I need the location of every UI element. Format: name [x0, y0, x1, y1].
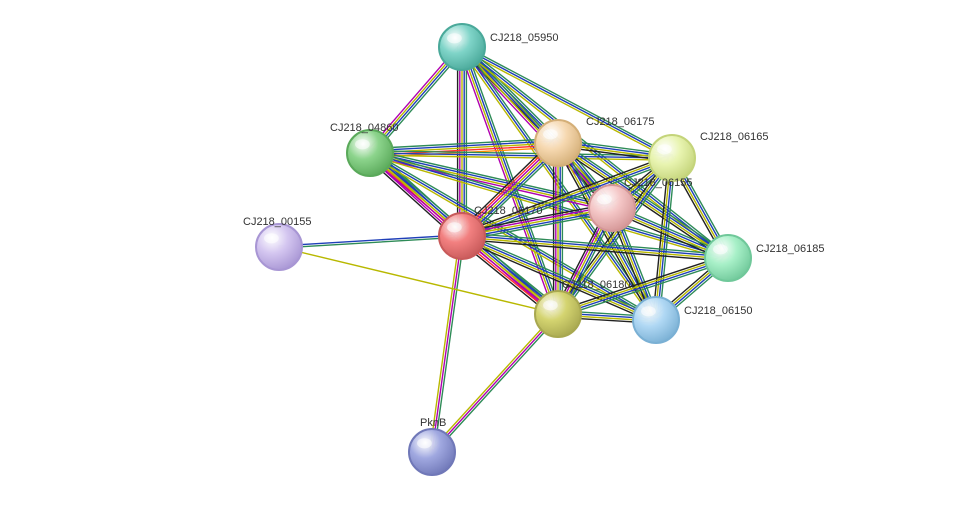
- node-CJ218_06170[interactable]: [439, 213, 485, 259]
- edge-neighborhood: [279, 237, 462, 248]
- node-CJ218_06185[interactable]: [705, 235, 751, 281]
- node-label: CJ218_06170: [474, 205, 543, 217]
- edge-textmining: [430, 313, 556, 451]
- nodes-layer: [256, 24, 751, 475]
- node-CJ218_06175[interactable]: [535, 120, 581, 166]
- node-label: CJ218_06155: [624, 177, 693, 189]
- node-CJ218_06155[interactable]: [589, 185, 635, 231]
- node-label: CJ218_06180: [562, 279, 631, 291]
- node-label: CJ218_06150: [684, 305, 753, 317]
- node-PknB[interactable]: [409, 429, 455, 475]
- node-label: PknB: [420, 417, 446, 429]
- node-CJ218_06180[interactable]: [535, 291, 581, 337]
- node-CJ218_00155[interactable]: [256, 224, 302, 270]
- node-label: CJ218_05950: [490, 32, 559, 44]
- node-label: CJ218_06165: [700, 131, 769, 143]
- node-CJ218_04860[interactable]: [347, 130, 393, 176]
- node-CJ218_06150[interactable]: [633, 297, 679, 343]
- node-CJ218_06165[interactable]: [649, 135, 695, 181]
- edge-cooccurrence: [279, 235, 462, 246]
- node-label: CJ218_00155: [243, 216, 312, 228]
- network-graph: CJ218_05950 CJ218_04860 CJ218_06175 CJ218_0…: [0, 0, 976, 509]
- node-label: CJ218_06175: [586, 116, 655, 128]
- edge-neighborhood: [434, 316, 560, 454]
- node-CJ218_05950[interactable]: [439, 24, 485, 70]
- edges-layer: [279, 45, 731, 454]
- node-label: CJ218_06185: [756, 243, 825, 255]
- edge-textmining: [279, 247, 558, 314]
- labels-layer: CJ218_05950 CJ218_04860 CJ218_06175 CJ218_0…: [243, 32, 825, 429]
- node-label: CJ218_04860: [330, 122, 399, 134]
